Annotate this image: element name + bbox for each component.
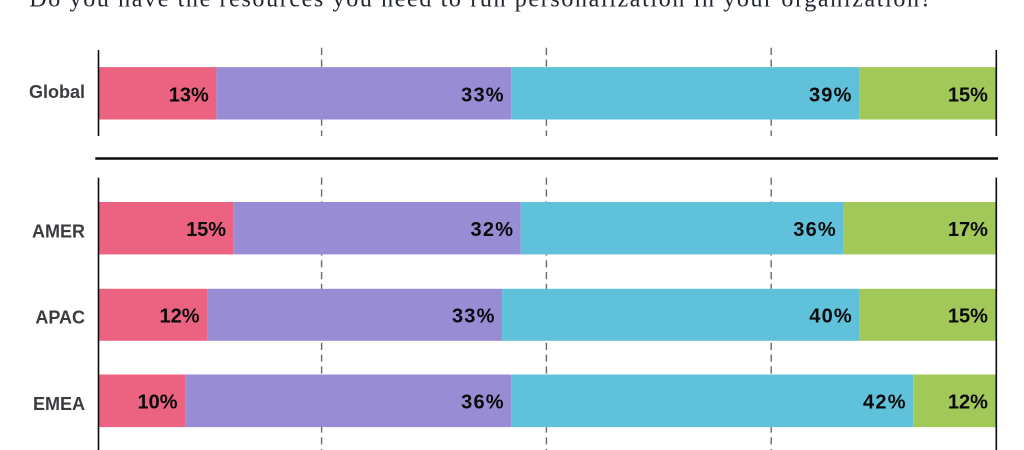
- svg-text:EMEA: EMEA: [33, 394, 85, 414]
- svg-text:15%: 15%: [186, 219, 226, 241]
- svg-text:39%: 39%: [809, 84, 853, 106]
- svg-text:33%: 33%: [452, 306, 496, 328]
- svg-text:AMER: AMER: [32, 222, 85, 242]
- svg-text:Global: Global: [29, 82, 85, 102]
- svg-text:12%: 12%: [159, 306, 199, 328]
- svg-text:17%: 17%: [948, 219, 988, 241]
- svg-text:33%: 33%: [461, 84, 505, 106]
- svg-text:36%: 36%: [793, 219, 837, 241]
- svg-text:40%: 40%: [809, 306, 853, 328]
- svg-text:13%: 13%: [169, 84, 209, 106]
- svg-text:32%: 32%: [471, 219, 515, 241]
- svg-text:APAC: APAC: [35, 308, 85, 328]
- svg-text:Do you have the resources you: Do you have the resources you need to ru…: [29, 0, 931, 13]
- svg-text:36%: 36%: [461, 392, 505, 414]
- svg-text:15%: 15%: [948, 84, 988, 106]
- svg-text:12%: 12%: [948, 392, 988, 414]
- svg-text:15%: 15%: [948, 306, 988, 328]
- svg-text:42%: 42%: [863, 392, 907, 414]
- svg-text:10%: 10%: [137, 392, 177, 414]
